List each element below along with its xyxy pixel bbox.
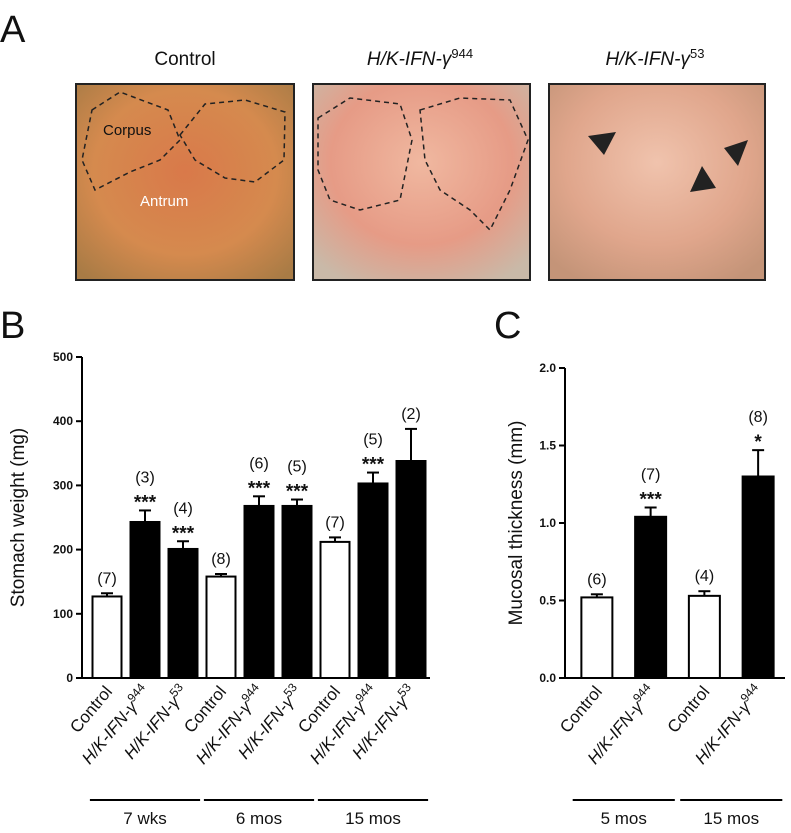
y-tick-label: 2.0 bbox=[539, 361, 556, 375]
arrowhead bbox=[588, 132, 616, 155]
photo bbox=[75, 83, 295, 281]
bar bbox=[243, 504, 275, 679]
arrowhead bbox=[724, 140, 748, 166]
y-tick-label: 0.0 bbox=[539, 671, 556, 685]
bar bbox=[91, 595, 123, 679]
y-tick-label: 1.5 bbox=[539, 439, 556, 453]
photo-title-text: Control bbox=[154, 49, 215, 70]
bar bbox=[687, 594, 721, 679]
outline bbox=[317, 97, 413, 211]
outline bbox=[81, 91, 181, 192]
n-label: (7) bbox=[325, 514, 345, 531]
group-label: 7 wks bbox=[123, 809, 166, 828]
bar bbox=[319, 540, 351, 679]
x-tick-label-text: Control bbox=[556, 682, 606, 736]
photo-title-text: H/K-IFN-γ bbox=[367, 49, 453, 70]
x-tick-label: Control bbox=[664, 682, 714, 736]
arrowhead bbox=[690, 166, 716, 192]
photo-title: H/K-IFN-γ53 bbox=[606, 46, 705, 70]
outline bbox=[419, 97, 529, 232]
photo-title-text: H/K-IFN-γ bbox=[606, 49, 692, 70]
y-tick-label: 1.0 bbox=[539, 516, 556, 530]
bar bbox=[281, 504, 313, 679]
n-label: (4) bbox=[695, 568, 715, 585]
y-tick-label: 500 bbox=[53, 350, 73, 364]
n-label: (7) bbox=[97, 570, 117, 587]
n-label: (7) bbox=[641, 467, 661, 484]
significance-label: *** bbox=[362, 455, 385, 476]
y-axis-label: Mucosal thickness (mm) bbox=[506, 421, 527, 626]
n-label: (5) bbox=[363, 432, 383, 449]
photo-title: H/K-IFN-γ944 bbox=[367, 46, 473, 70]
y-tick-label: 100 bbox=[53, 607, 73, 621]
group-label: 15 mos bbox=[345, 809, 401, 828]
y-axis-label: Stomach weight (mg) bbox=[8, 428, 29, 608]
significance-label: *** bbox=[134, 492, 157, 513]
significance-label: *** bbox=[286, 482, 309, 503]
group-label: 6 mos bbox=[236, 809, 282, 828]
significance-label: *** bbox=[640, 490, 663, 511]
significance-label: *** bbox=[172, 523, 195, 544]
photo-title-sup: 944 bbox=[451, 46, 473, 61]
photo-title-sup: 53 bbox=[690, 46, 704, 61]
panel-letter: B bbox=[0, 305, 25, 347]
y-tick-label: 0.5 bbox=[539, 594, 556, 608]
photo bbox=[312, 83, 531, 281]
panel-letter: A bbox=[0, 9, 26, 51]
n-label: (6) bbox=[587, 571, 607, 588]
group-label: 5 mos bbox=[601, 809, 647, 828]
n-label: (5) bbox=[287, 459, 307, 476]
photo-annotation: Corpus bbox=[103, 122, 151, 139]
n-label: (4) bbox=[173, 500, 193, 517]
x-tick-label: Control bbox=[556, 682, 606, 736]
n-label: (8) bbox=[211, 551, 231, 568]
y-tick-label: 200 bbox=[53, 543, 73, 557]
bar bbox=[357, 482, 389, 679]
n-label: (8) bbox=[748, 409, 768, 426]
bar bbox=[395, 460, 427, 679]
significance-label: *** bbox=[248, 478, 271, 499]
bar bbox=[205, 575, 237, 680]
significance-label: * bbox=[754, 432, 762, 453]
photo-title: Control bbox=[154, 49, 215, 70]
y-tick-label: 300 bbox=[53, 478, 73, 492]
photo-annotation: Antrum bbox=[140, 193, 188, 210]
x-tick-label-text: Control bbox=[664, 682, 714, 736]
bar bbox=[580, 596, 614, 680]
bar bbox=[634, 515, 668, 679]
y-tick-label: 0 bbox=[66, 671, 73, 685]
bar bbox=[129, 520, 161, 680]
photo bbox=[548, 83, 766, 281]
y-tick-label: 400 bbox=[53, 414, 73, 428]
bar bbox=[741, 475, 775, 679]
bar bbox=[167, 547, 199, 680]
panel-letter: C bbox=[494, 305, 521, 347]
n-label: (2) bbox=[401, 406, 421, 423]
n-label: (3) bbox=[135, 469, 155, 486]
group-label: 15 mos bbox=[703, 809, 759, 828]
n-label: (6) bbox=[249, 455, 269, 472]
